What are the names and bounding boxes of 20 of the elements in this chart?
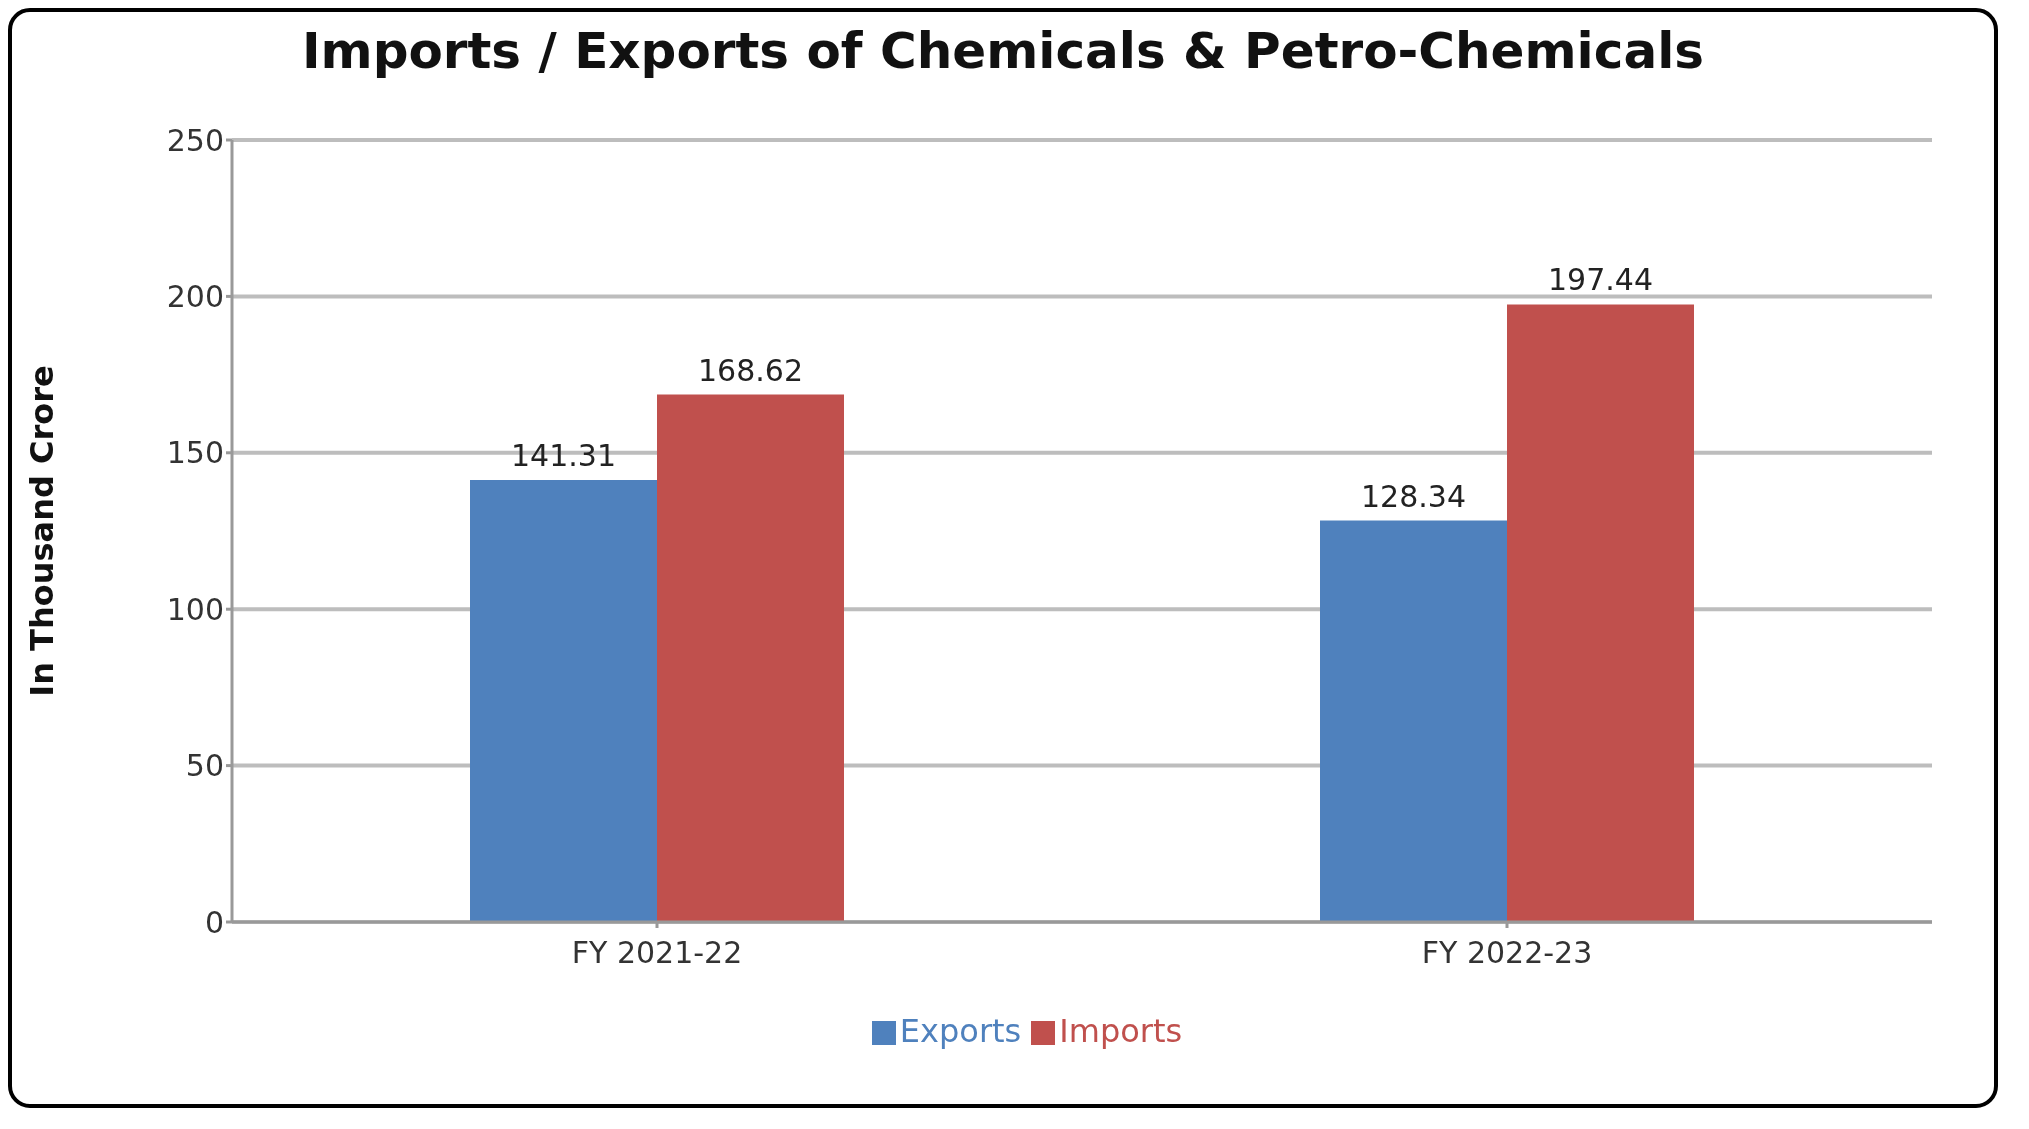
data-label: 128.34 <box>1361 478 1466 514</box>
y-tick-label: 100 <box>166 591 224 627</box>
bar <box>657 394 844 922</box>
y-tick-label: 200 <box>166 279 224 315</box>
data-label: 141.31 <box>511 437 616 473</box>
bar <box>1507 304 1694 922</box>
chart-title: Imports / Exports of Chemicals & Petro-Chemicals <box>300 22 1706 80</box>
data-label: 168.62 <box>698 352 803 388</box>
x-tick-label: FY 2021-22 <box>571 935 743 971</box>
y-axis-title: In Thousand Crore <box>23 365 62 697</box>
y-tick-label: 250 <box>166 122 224 158</box>
legend-label: Imports <box>1059 1012 1183 1050</box>
legend-label: Exports <box>899 1012 1022 1050</box>
y-tick-label: 150 <box>166 435 224 471</box>
bar <box>470 479 657 922</box>
x-tick-label: FY 2022-23 <box>1421 935 1593 971</box>
y-tick-label: 0 <box>204 904 224 940</box>
data-label: 197.44 <box>1548 262 1653 298</box>
bar <box>1320 520 1507 922</box>
y-tick-label: 50 <box>185 748 224 784</box>
